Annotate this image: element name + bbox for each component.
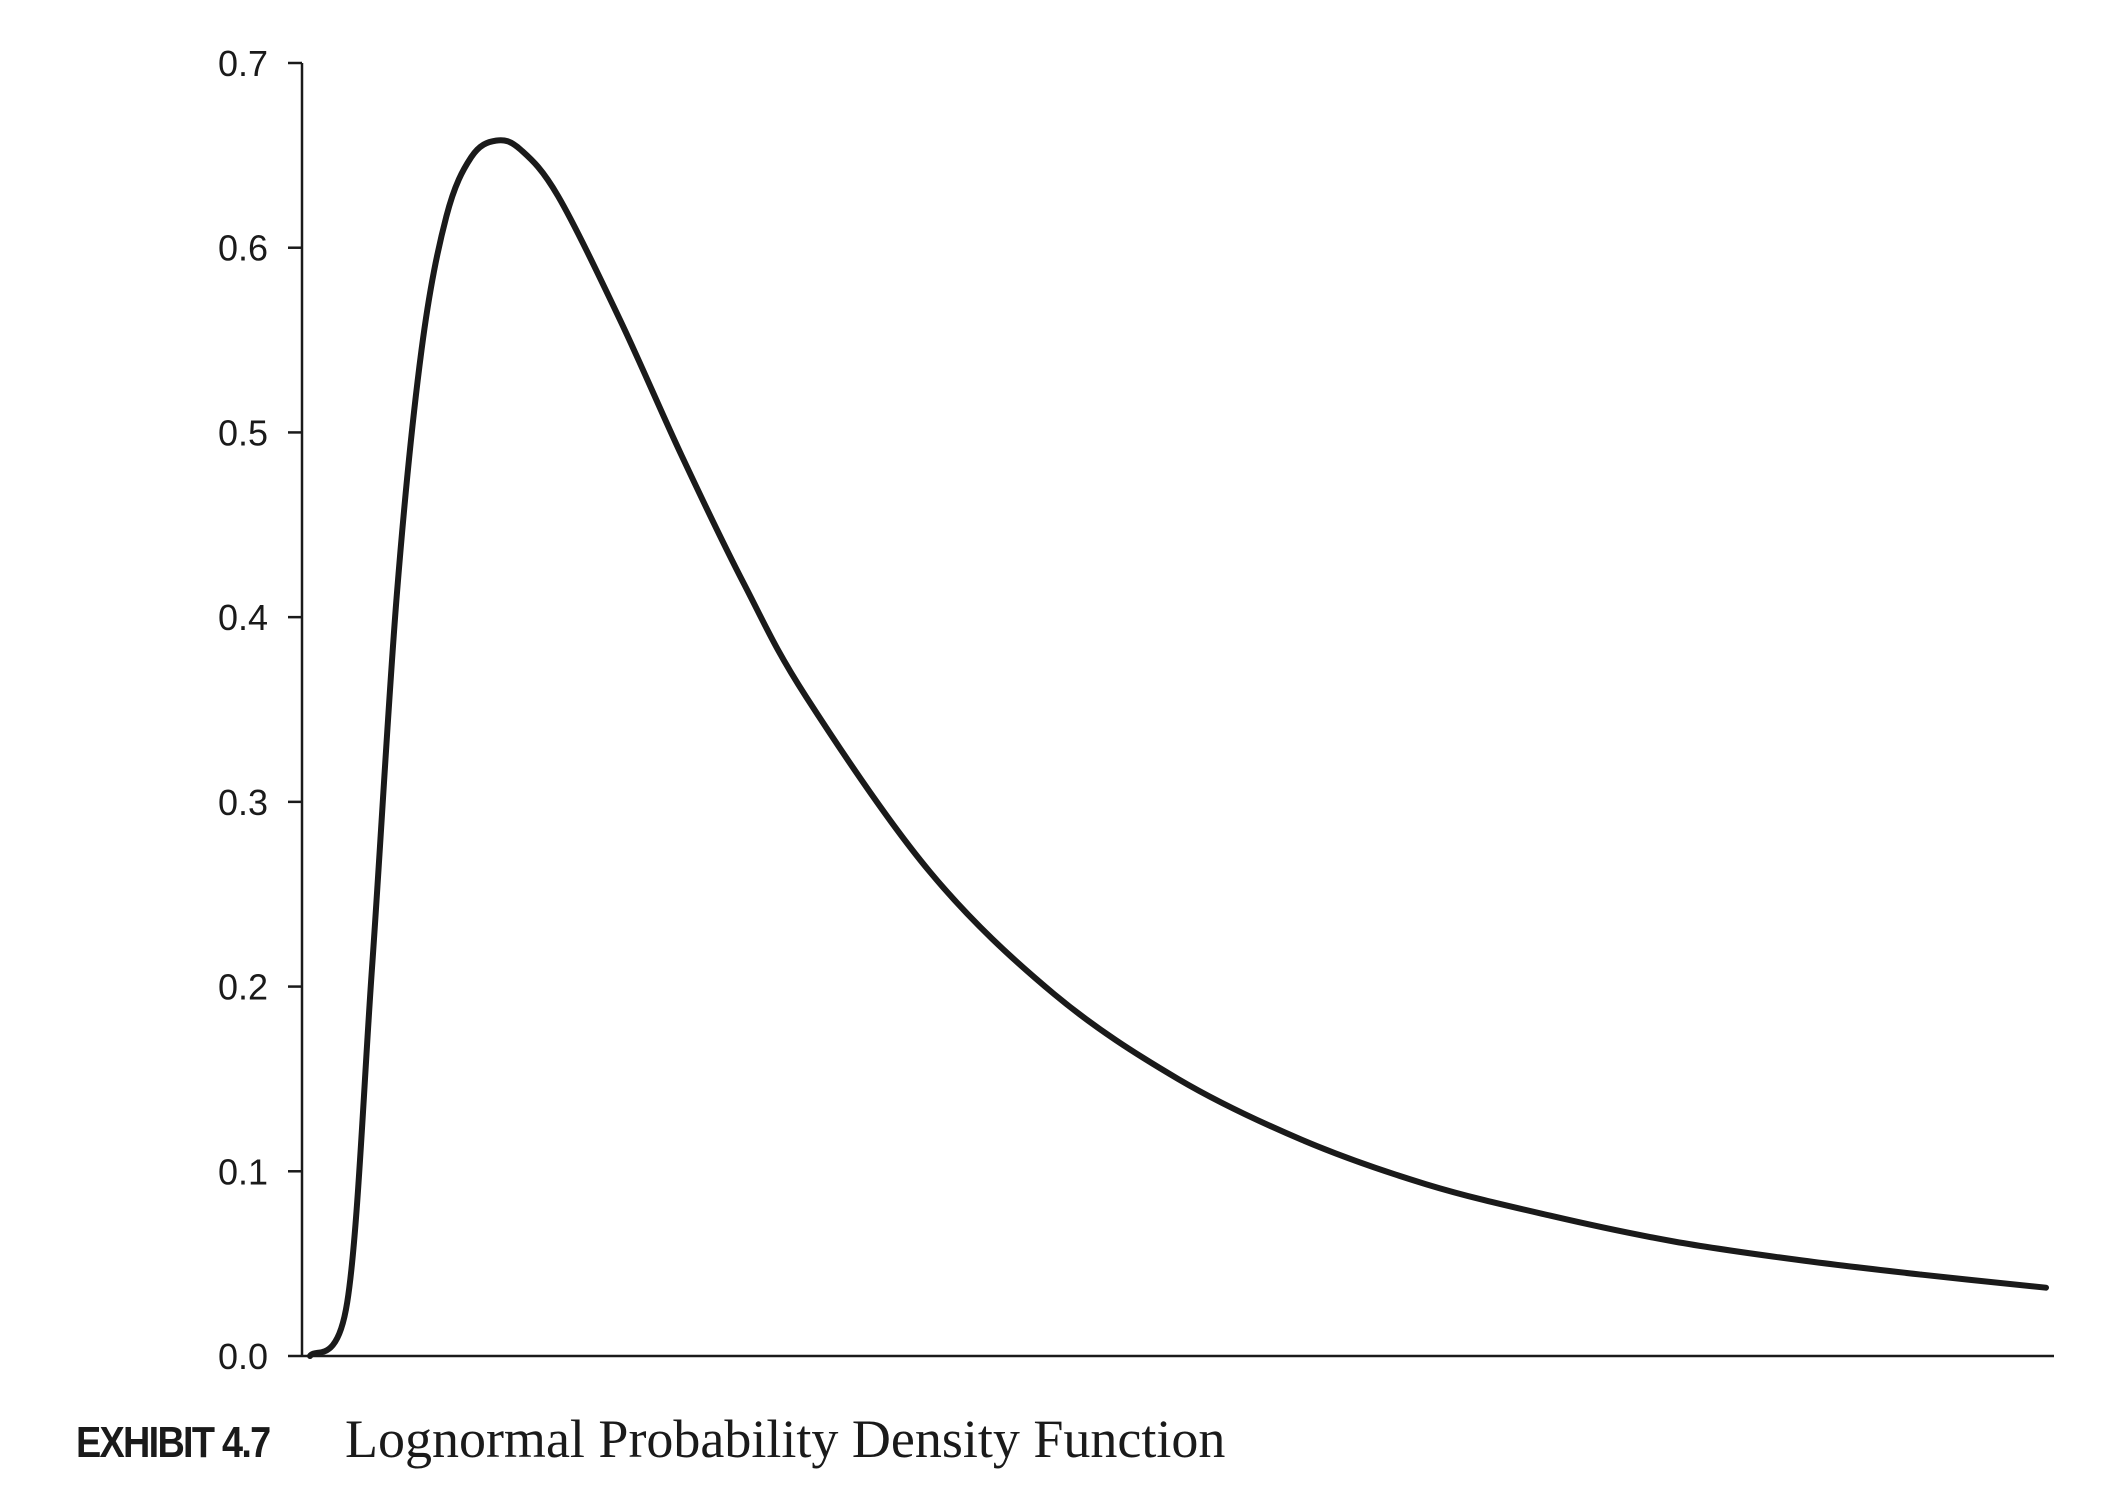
pdf-series-line (307, 137, 2049, 1359)
y-tick-label: 0.1 (218, 1151, 268, 1192)
y-tick-label: 0.5 (218, 412, 268, 453)
y-tick-label: 0.7 (218, 43, 268, 84)
y-tick-label: 0.6 (218, 228, 268, 269)
exhibit-label: EXHIBIT 4.7 (76, 1418, 271, 1467)
y-tick-label: 0.4 (218, 597, 268, 638)
y-tick-label: 0.2 (218, 967, 268, 1008)
exhibit-title: Lognormal Probability Density Function (344, 1409, 1226, 1469)
y-axis-ticks: 0.0 0.1 0.2 0.3 0.4 0.5 0.6 0.7 (218, 43, 302, 1377)
y-tick-label: 0.3 (218, 782, 268, 823)
y-tick-label: 0.0 (218, 1336, 268, 1377)
figure-caption: EXHIBIT 4.7 Lognormal Probability Densit… (76, 1408, 1225, 1470)
